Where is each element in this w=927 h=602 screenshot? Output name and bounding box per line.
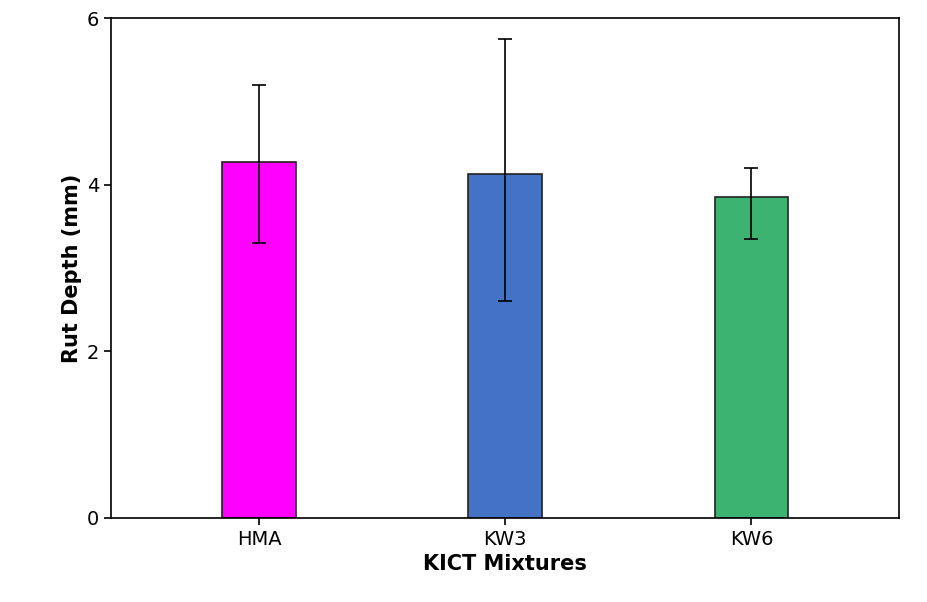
Bar <box>715 197 788 518</box>
Bar <box>468 174 542 518</box>
Y-axis label: Rut Depth (mm): Rut Depth (mm) <box>61 173 82 362</box>
X-axis label: KICT Mixtures: KICT Mixtures <box>424 554 587 574</box>
Bar <box>222 162 296 518</box>
